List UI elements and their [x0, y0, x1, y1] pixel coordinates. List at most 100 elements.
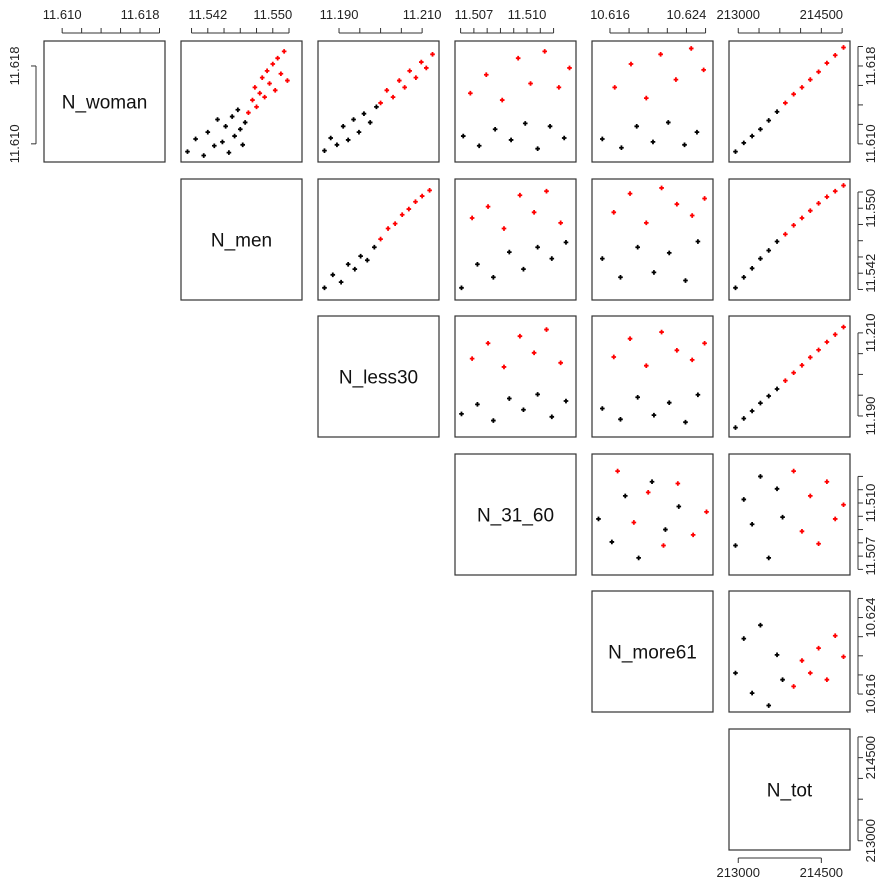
data-point — [600, 136, 605, 142]
data-point — [558, 220, 563, 226]
data-point — [695, 239, 701, 244]
tick-label-top-n-tot: 213000 — [717, 7, 760, 22]
data-point — [733, 149, 738, 154]
data-point — [491, 418, 496, 423]
data-point — [235, 107, 241, 113]
panel-n-woman-vs-n-tot — [728, 40, 851, 163]
data-point — [631, 520, 637, 525]
data-point — [832, 516, 838, 522]
data-point — [501, 364, 507, 370]
data-point — [356, 129, 362, 135]
data-point — [259, 75, 265, 80]
data-point — [832, 188, 838, 194]
tick-label-right-n-woman: 11.618 — [863, 47, 878, 86]
data-point — [661, 543, 666, 548]
data-point — [322, 285, 327, 291]
data-point — [476, 143, 482, 149]
tick-label-bottom-n-tot: 214500 — [800, 865, 843, 880]
data-point — [491, 274, 496, 280]
data-point — [741, 274, 747, 280]
data-point — [816, 69, 821, 75]
tick-label-top-n-tot: 214500 — [800, 7, 843, 22]
data-point — [246, 110, 251, 115]
data-point — [352, 266, 358, 272]
tick-label-right-n-less30: 11.190 — [863, 397, 878, 436]
data-point — [749, 690, 755, 696]
data-point — [733, 543, 738, 548]
tick-label-right-n-31-60: 11.510 — [863, 484, 878, 523]
data-point — [791, 222, 796, 228]
data-point — [758, 622, 763, 628]
data-point — [799, 85, 805, 90]
data-point — [378, 100, 383, 106]
tick-label-top-n-more61: 10.624 — [667, 7, 707, 22]
data-point — [367, 120, 373, 125]
data-point — [627, 191, 633, 196]
panel-n-woman-vs-n-less30 — [317, 40, 440, 163]
panel-n-less30-vs-n-more61 — [591, 315, 714, 438]
data-point — [508, 137, 514, 143]
data-point — [628, 61, 634, 67]
data-point — [531, 209, 537, 215]
data-point — [841, 183, 846, 188]
data-point — [643, 220, 649, 226]
data-point — [799, 215, 805, 221]
data-point — [522, 121, 528, 126]
data-point — [185, 149, 190, 154]
data-point — [407, 68, 412, 74]
data-point — [675, 481, 681, 486]
data-point — [749, 133, 755, 139]
tick-label-right-n-tot: 214500 — [863, 736, 878, 779]
data-point — [774, 652, 780, 658]
tick-label-right-n-tot: 213000 — [863, 819, 878, 862]
data-point — [791, 91, 796, 97]
data-point — [501, 226, 507, 231]
data-point — [774, 386, 780, 392]
data-point — [612, 85, 618, 90]
data-point — [702, 340, 707, 346]
tick-label-right-n-31-60: 11.507 — [863, 537, 878, 576]
tick-label-top-n-less30: 11.190 — [320, 7, 359, 22]
data-point — [741, 416, 747, 421]
diag-panel-n-tot — [728, 728, 851, 851]
diag-label-n-tot: N_tot — [767, 781, 813, 802]
data-point — [285, 78, 290, 83]
data-point — [666, 250, 672, 256]
data-point — [330, 272, 336, 278]
data-point — [791, 684, 796, 689]
data-point — [611, 209, 617, 215]
data-point — [766, 248, 772, 253]
data-point — [799, 362, 805, 368]
panel-n-woman-vs-n-more61 — [591, 40, 714, 163]
data-point — [229, 114, 235, 119]
data-point — [749, 408, 755, 414]
data-point — [345, 137, 351, 143]
data-point — [345, 261, 351, 267]
data-point — [645, 490, 651, 495]
data-point — [615, 468, 620, 474]
data-point — [507, 396, 512, 401]
diag-panel-n-woman — [43, 40, 166, 163]
data-point — [374, 104, 379, 110]
panel-n-less30-vs-n-tot — [728, 315, 851, 438]
data-point — [807, 493, 813, 499]
data-point — [749, 266, 755, 271]
data-point — [780, 514, 785, 520]
data-point — [549, 256, 555, 261]
data-point — [807, 670, 813, 676]
data-point — [535, 146, 540, 152]
data-point — [542, 49, 548, 54]
data-point — [636, 555, 641, 561]
data-point — [704, 509, 709, 515]
data-point — [832, 633, 838, 639]
panel-n-more61-vs-n-tot — [728, 590, 851, 713]
tick-label-top-n-men: 11.542 — [188, 7, 227, 22]
data-point — [483, 72, 489, 78]
data-point — [683, 278, 688, 283]
data-point — [650, 139, 656, 145]
data-point — [558, 360, 563, 366]
data-point — [663, 527, 668, 532]
data-point — [733, 285, 738, 291]
diag-label-n-less30: N_less30 — [339, 368, 418, 389]
data-point — [824, 194, 830, 200]
